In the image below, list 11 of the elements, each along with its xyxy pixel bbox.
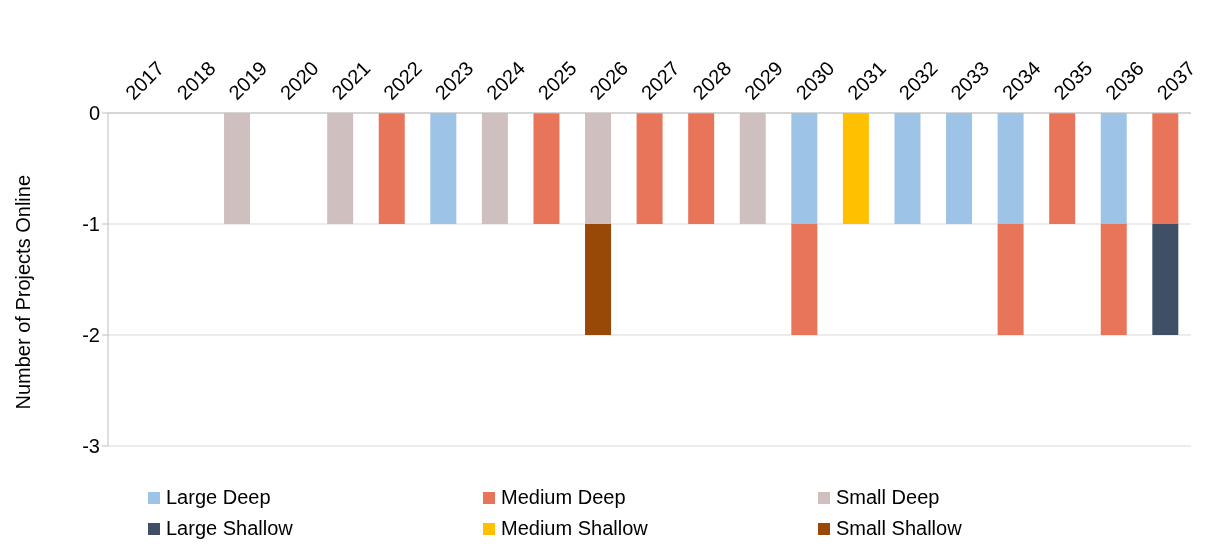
y-tick-label: -3 (82, 435, 100, 458)
y-tick-label: -1 (82, 213, 100, 236)
legend-label: Large Deep (166, 486, 271, 509)
legend-label: Medium Deep (501, 486, 626, 509)
legend-label: Small Shallow (836, 517, 962, 540)
legend-label: Medium Shallow (501, 517, 648, 540)
y-tick-label: -2 (82, 324, 100, 347)
legend-label: Large Shallow (166, 517, 293, 540)
legend-label: Small Deep (836, 486, 940, 509)
y-tick-label: 0 (88, 102, 100, 125)
y-axis-title: Number of Projects Online (12, 174, 35, 410)
